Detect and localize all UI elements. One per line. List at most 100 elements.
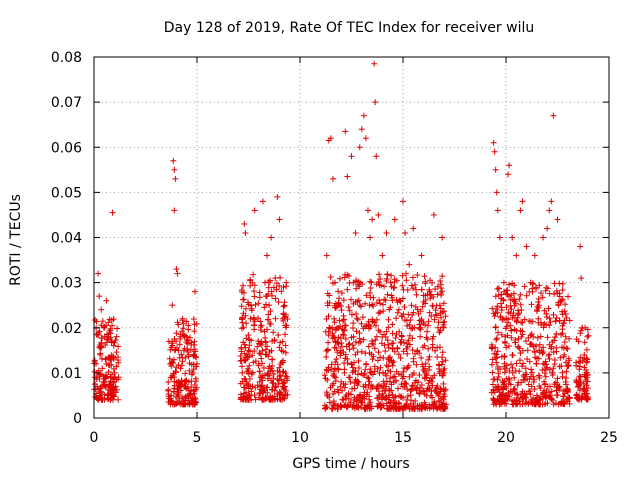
data-point [239,282,246,289]
data-point [395,306,402,313]
data-point [388,381,395,388]
data-point [171,388,178,395]
data-point [581,364,588,371]
data-point [240,289,247,296]
data-point [263,301,270,308]
data-point [500,296,507,303]
data-point [523,243,530,250]
data-point [442,313,449,320]
data-point [509,234,516,241]
data-point [168,392,175,399]
data-point [346,346,353,353]
data-point [98,371,105,378]
data-point [356,144,363,151]
data-point [340,297,347,304]
data-point [530,395,537,402]
data-point [364,207,371,214]
data-point [172,368,179,375]
data-point [556,363,563,370]
data-point [507,381,514,388]
data-point [523,292,530,299]
x-axis-label: GPS time / hours [292,456,409,472]
data-point [545,352,552,359]
data-point [243,378,250,385]
data-point [185,322,192,329]
data-point [101,324,108,331]
data-point [573,377,580,384]
data-point [276,282,283,289]
data-point [416,372,423,379]
data-point [356,302,363,309]
data-point [519,319,526,326]
data-point [539,401,546,408]
data-point [256,378,263,385]
data-point [494,354,501,361]
data-point [566,335,573,342]
data-point [498,331,505,338]
data-point [354,397,361,404]
data-point [379,369,386,376]
data-point [499,377,506,384]
data-point [244,365,251,372]
data-point [401,304,408,311]
data-point [339,387,346,394]
data-point [353,315,360,322]
data-point [106,362,113,369]
data-point [520,394,527,401]
data-point [499,386,506,393]
data-point [92,393,99,400]
data-point [275,381,282,388]
data-point [531,349,538,356]
data-point [413,384,420,391]
data-point [561,339,568,346]
data-point [268,234,275,241]
data-point [498,400,505,407]
data-point [528,383,535,390]
data-point [333,345,340,352]
data-point [366,289,373,296]
data-point [362,323,369,330]
data-point [585,394,592,401]
data-point [441,318,448,325]
data-point [498,300,505,307]
data-point [238,357,245,364]
data-point [279,383,286,390]
data-point [559,308,566,315]
data-point [583,369,590,376]
data-point [324,347,331,354]
data-point [260,396,267,403]
data-point [354,403,361,410]
data-point [265,311,272,318]
data-point [107,373,114,380]
data-point [577,378,584,385]
data-point [424,405,431,412]
data-point [184,392,191,399]
data-point [489,361,496,368]
data-point [346,340,353,347]
data-point [437,305,444,312]
data-point [356,279,363,286]
y-tick-label: 0.06 [51,140,82,156]
data-point [373,299,380,306]
data-point [400,348,407,355]
data-point [393,315,400,322]
data-point [410,400,417,407]
data-point [537,333,544,340]
data-point [403,277,410,284]
data-point [522,365,529,372]
data-point [243,335,250,342]
data-point [498,307,505,314]
data-point [182,370,189,377]
data-point [98,389,105,396]
data-point [256,383,263,390]
data-point [191,338,198,345]
data-point [429,279,436,286]
data-point [193,363,200,370]
data-point [422,360,429,367]
data-point [403,270,410,277]
data-point [513,327,520,334]
data-point [507,310,514,317]
data-point [98,306,105,313]
data-point [533,392,540,399]
data-point [546,322,553,329]
